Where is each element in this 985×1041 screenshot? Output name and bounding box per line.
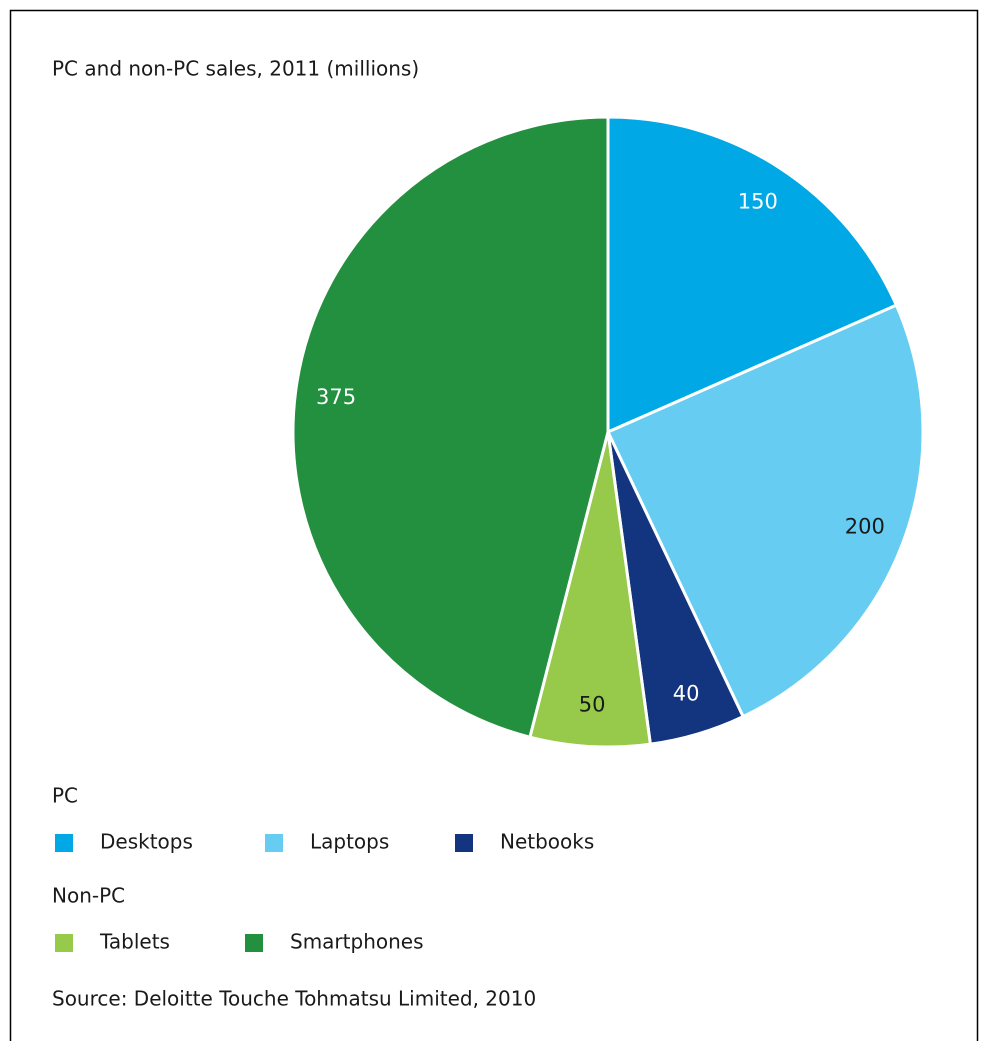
chart-title: PC and non-PC sales, 2011 (millions) <box>52 57 419 81</box>
legend-label: Netbooks <box>500 830 594 854</box>
data-label: 375 <box>316 385 356 409</box>
data-label: 50 <box>579 693 606 717</box>
legend-group-title: PC <box>52 784 78 808</box>
legend-swatch <box>265 834 283 852</box>
data-label: 200 <box>845 515 885 539</box>
slice <box>528 430 652 749</box>
legend-swatch <box>245 934 263 952</box>
frame <box>9 9 979 1041</box>
slice <box>606 115 898 434</box>
legend-swatch <box>55 934 73 952</box>
data-label: 40 <box>673 682 700 706</box>
source: Source: Deloitte Touche Tohmatsu Limited… <box>52 987 536 1011</box>
legend-label: Desktops <box>100 830 193 854</box>
data-label: 150 <box>738 189 778 213</box>
legend-label: Laptops <box>310 830 389 854</box>
legend-swatch <box>55 834 73 852</box>
legend-swatch <box>455 834 473 852</box>
legend-group-title: Non-PC <box>52 884 125 908</box>
slice <box>606 303 925 719</box>
legend-label: Smartphones <box>290 930 424 954</box>
slice <box>291 115 610 739</box>
legend-label: Tablets <box>99 930 170 954</box>
